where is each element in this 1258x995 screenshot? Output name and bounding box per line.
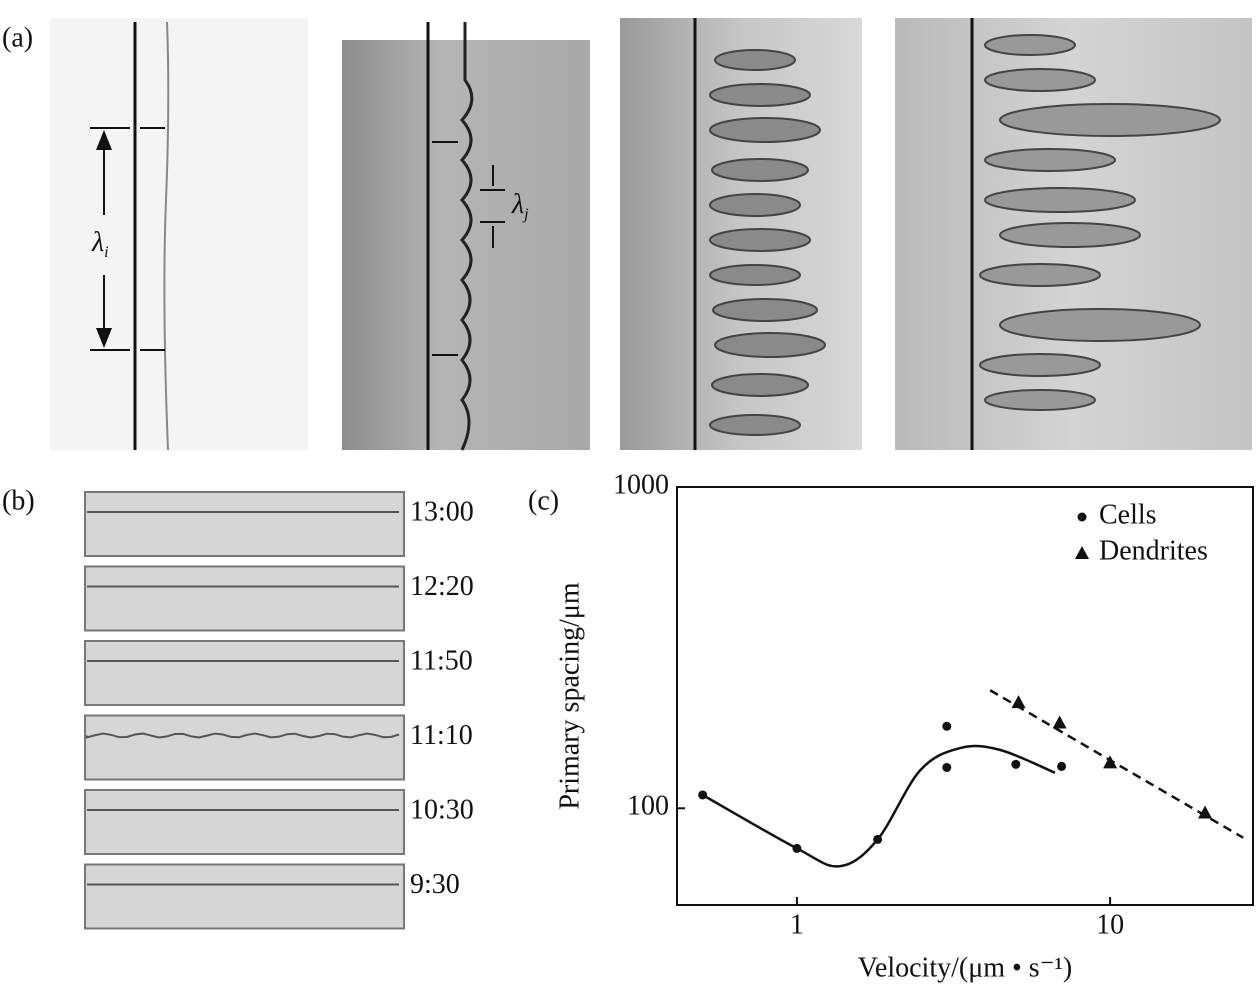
strip-photo: [84, 789, 405, 855]
point: [942, 721, 952, 731]
point: [792, 843, 802, 853]
y-tick-label: 1000: [613, 469, 669, 500]
legend-label: Cells: [1099, 499, 1157, 530]
plot-frame: [676, 486, 1254, 906]
lambda-j: λj: [511, 189, 529, 222]
legend-marker: [1075, 546, 1089, 559]
point: [1057, 761, 1067, 771]
point: [1011, 759, 1021, 769]
x-tick-label: 1: [790, 909, 804, 940]
time-label: 13:00: [410, 496, 474, 527]
point: [942, 762, 952, 772]
point: [1103, 755, 1118, 769]
panel-label: (a): [2, 22, 33, 53]
point: [1011, 695, 1026, 709]
strip-photo: [84, 491, 405, 557]
point: [1198, 805, 1213, 819]
strip-photo: [84, 640, 405, 706]
lambda-i: λi: [91, 227, 109, 260]
x-axis-label: Velocity/(μm • s⁻¹): [858, 952, 1072, 983]
strip-panel: 13:00 12:20 11:50 11:10 10:30 9:30: [84, 491, 474, 930]
y-tick-label: 100: [627, 791, 669, 822]
point: [873, 834, 883, 844]
trend-line: [702, 744, 1056, 868]
photo-a4: [895, 18, 1252, 450]
photo-a3: [620, 18, 862, 450]
symbol: λ: [91, 227, 104, 258]
panel-label: (c): [528, 485, 559, 516]
interface-line: [86, 732, 400, 739]
time-label: 11:10: [410, 720, 473, 751]
legend-label: Dendrites: [1099, 535, 1208, 566]
time-label: 11:50: [410, 645, 473, 676]
panel-label: (b): [2, 485, 35, 516]
strip-photo: [84, 863, 405, 930]
symbol: λ: [511, 189, 524, 220]
strip-photo: [84, 565, 405, 632]
x-tick-label: 10: [1096, 909, 1124, 940]
time-label: 9:30: [410, 869, 460, 900]
subscript: j: [522, 206, 529, 223]
y-axis-label: Primary spacing/μm: [554, 582, 585, 810]
photo-a1: [50, 18, 308, 451]
subscript: i: [104, 244, 108, 261]
time-label: 12:20: [410, 571, 474, 602]
time-label: 10:30: [410, 794, 474, 825]
point: [1052, 715, 1067, 729]
legend-marker: [1077, 512, 1087, 522]
strip-photo: [84, 714, 405, 781]
point: [698, 790, 708, 800]
photo-a2: [342, 22, 590, 451]
